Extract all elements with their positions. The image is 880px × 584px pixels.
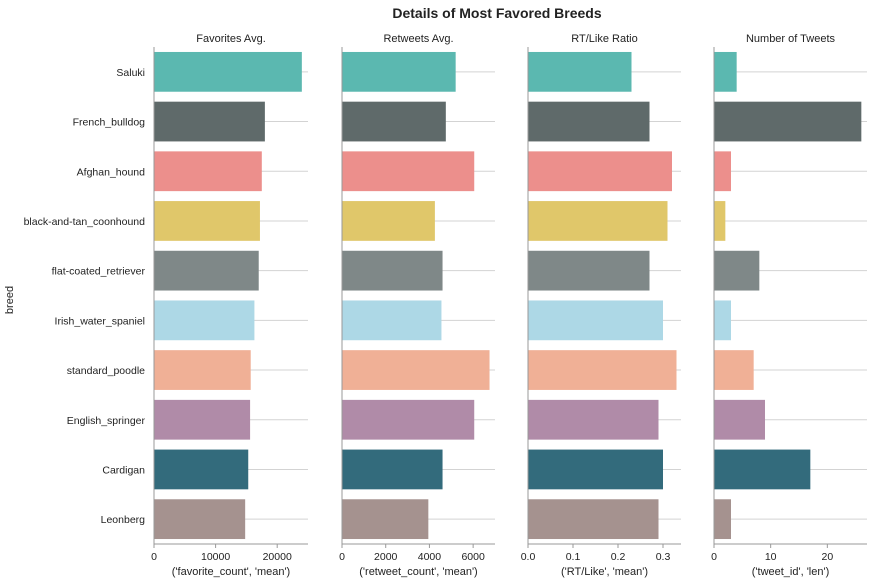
x-tick-label: 2000 — [374, 551, 398, 563]
x-tick-label: 0.1 — [566, 551, 581, 563]
panel-title: Number of Tweets — [746, 33, 836, 45]
x-tick-label: 0 — [151, 551, 157, 563]
panel-title: Retweets Avg. — [383, 33, 453, 45]
x-tick-label: 0 — [711, 551, 717, 563]
panel: Number of Tweets 0 10 20 ('tweet_id', 'len') — [711, 33, 867, 578]
bar — [528, 51, 632, 92]
x-tick-label: 0 — [339, 551, 345, 563]
bar — [528, 201, 668, 241]
x-tick-label: 0.0 — [521, 551, 536, 563]
category-label: French_bulldog — [73, 117, 146, 129]
category-label: Afghan_hound — [77, 166, 145, 178]
bar — [528, 399, 659, 440]
category-label: English_springer — [67, 415, 146, 427]
bar — [528, 449, 663, 490]
panel-title: Favorites Avg. — [196, 33, 266, 45]
bar — [154, 151, 262, 192]
x-axis-label: ('retweet_count', 'mean') — [359, 566, 477, 578]
bar — [528, 101, 650, 142]
bar — [154, 350, 251, 390]
x-axis-label: ('favorite_count', 'mean') — [172, 566, 290, 578]
panel: Favorites Avg. 0 10000 20000 ('favorite_coun… — [151, 33, 308, 578]
bar — [342, 201, 435, 241]
bar — [342, 51, 456, 92]
y-axis-label: breed — [4, 286, 16, 314]
bar — [714, 250, 760, 291]
x-tick-label: 0.3 — [656, 551, 671, 563]
category-label: Cardigan — [102, 464, 145, 476]
bar — [342, 399, 475, 440]
x-tick-label: 10 — [765, 551, 777, 563]
category-label: black-and-tan_coonhound — [24, 216, 146, 228]
bar — [342, 101, 446, 142]
x-tick-label: 6000 — [461, 551, 485, 563]
bar — [528, 151, 672, 192]
bar — [714, 350, 754, 390]
bar — [714, 51, 737, 92]
category-label: Leonberg — [101, 514, 146, 526]
bar — [342, 250, 443, 291]
bar — [528, 350, 677, 390]
x-axis-label: ('RT/Like', 'mean') — [561, 566, 648, 578]
bar — [154, 101, 265, 142]
bar — [342, 300, 442, 341]
bar — [154, 250, 259, 291]
bar — [154, 300, 255, 341]
bar — [714, 151, 731, 192]
x-tick-label: 4000 — [418, 551, 442, 563]
bar — [528, 250, 650, 291]
category-label: flat-coated_retriever — [52, 266, 146, 278]
panel: RT/Like Ratio 0.0 0.1 0.2 0.3 ('RT/Like', 'me… — [521, 33, 681, 578]
category-label: standard_poodle — [67, 365, 145, 377]
bar — [342, 350, 490, 390]
bar — [714, 399, 765, 440]
bar — [714, 449, 811, 490]
bar — [714, 300, 731, 341]
bar — [154, 449, 249, 490]
bar — [714, 101, 862, 142]
panel-title: RT/Like Ratio — [571, 33, 637, 45]
x-tick-label: 20000 — [263, 551, 292, 563]
x-axis-label: ('tweet_id', 'len') — [752, 566, 830, 578]
bar — [714, 499, 731, 540]
panels: Favorites Avg.0 10000 20000('favorite_coun… — [151, 33, 867, 578]
bar — [154, 399, 251, 440]
category-label: Irish_water_spaniel — [55, 315, 145, 327]
bar — [342, 499, 429, 540]
chart-title: Details of Most Favored Breeds — [392, 5, 601, 21]
bar — [528, 499, 659, 540]
bar — [528, 300, 663, 341]
category-label: Saluki — [116, 67, 145, 79]
x-tick-label: 20 — [821, 551, 833, 563]
x-tick-label: 0.2 — [611, 551, 626, 563]
bar — [342, 151, 475, 192]
x-tick-label: 10000 — [201, 551, 230, 563]
bar — [342, 449, 443, 490]
panel: Retweets Avg. 0 2000 4000 6000 ('retweet_coun… — [339, 33, 495, 578]
bar — [154, 51, 302, 92]
bar — [154, 499, 246, 540]
category-labels: Saluki French_bulldog Afghan_hound black-an… — [24, 67, 146, 526]
bar — [154, 201, 260, 241]
bar — [714, 201, 726, 241]
